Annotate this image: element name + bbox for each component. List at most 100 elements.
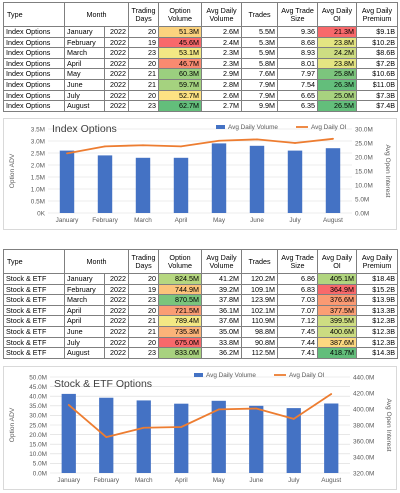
row-type-cell: Stock & ETF [3,325,65,338]
row-year-cell: 2022 [103,47,130,59]
row-oi-cell: 25.0M [317,89,358,102]
row-year-cell: 2022 [103,89,130,102]
line-series [68,393,332,438]
x-tick-label: January [56,217,80,224]
row-year-cell: 2022 [103,325,130,338]
row-adv-cell: 2.6M [201,26,243,38]
x-tick-label: April [175,217,188,224]
row-oi-cell: 26.3M [317,78,358,91]
header-avg-trade-size: Avg Trade Size [277,2,319,27]
table-row: Stock & ETF April 2022 21 789.4M 37.6M 110.9M 7… [3,315,399,327]
row-adv-cell: 36.2M [201,347,243,359]
row-premium-cell: $15.2B [356,283,399,296]
y2-tick-label: 440.0M [353,374,374,381]
row-type-cell: Stock & ETF [3,294,65,306]
row-trades-cell: 9.9M [241,100,279,112]
y-axis-label: Option ADV [9,153,16,188]
row-adv-cell: 2.8M [201,78,243,91]
row-trades-cell: 5.3M [241,36,279,49]
legend-swatch-bar [194,373,203,377]
row-trade-size-cell: 7.45 [277,325,319,338]
row-volume-cell: 53.1M [158,47,203,59]
legend-label: Avg Daily OI [311,124,347,131]
row-premium-cell: $7.4B [356,100,399,112]
row-days-cell: 21 [128,68,160,80]
y2-tick-label: 340.0M [353,454,374,461]
row-trades-cell: 110.9M [241,315,279,327]
legend-label: Avg Daily OI [289,372,325,379]
row-volume-cell: 870.5M [158,294,203,306]
y2-tick-label: 360.0M [353,438,374,445]
y2-tick-label: 380.0M [353,422,374,429]
row-adv-cell: 2.3M [201,57,243,70]
row-oi-cell: 25.8M [317,68,358,80]
row-oi-cell: 23.8M [317,57,358,70]
header-trades: Trades [241,249,279,274]
row-year-cell: 2022 [103,304,130,317]
row-adv-cell: 33.8M [201,336,243,349]
legend-label: Avg Daily Volume [228,124,278,131]
row-trades-cell: 112.5M [241,347,279,359]
row-premium-cell: $8.6B [356,47,399,59]
row-days-cell: 19 [128,36,160,49]
row-premium-cell: $7.3B [356,89,399,102]
x-tick-label: February [92,217,118,224]
row-trade-size-cell: 6.35 [277,100,319,112]
row-oi-cell: 400.6M [317,325,358,338]
row-trades-cell: 123.9M [241,294,279,306]
row-year-cell: 2022 [103,347,130,359]
x-tick-label: August [321,477,341,484]
row-adv-cell: 37.8M [201,294,243,306]
index-options-table: Type Month Trading Days Option Volume Av… [3,2,399,112]
row-volume-cell: 59.7M [158,78,203,91]
row-type-cell: Index Options [3,100,65,112]
bar [249,145,265,213]
header-month: Month [63,2,130,27]
y-tick-label: 20.0M [29,432,47,439]
row-adv-cell: 2.9M [201,68,243,80]
row-month-cell: February [64,36,105,49]
row-month-cell: July [64,336,105,349]
row-month-cell: June [64,78,105,91]
table-row: Index Options February 2022 19 45.6M 2.4M 5.3M… [3,36,399,49]
table-row: Index Options January 2022 20 51.3M 2.6M 5.5M 9… [3,26,399,38]
line-point [256,138,258,141]
header-trading-days: Trading Days [128,249,160,274]
bar [136,400,151,473]
row-oi-cell: 376.6M [317,294,358,306]
line-point [255,407,258,410]
row-adv-cell: 36.1M [201,304,243,317]
header-avg-daily-premium: Avg Daily Premium [356,249,399,274]
y-tick-label: 1.0M [31,186,45,193]
row-trade-size-cell: 8.01 [277,57,319,70]
row-premium-cell: $9.1B [356,26,399,38]
row-type-cell: Stock & ETF [3,283,65,296]
row-trade-size-cell: 7.97 [277,68,319,80]
x-tick-label: June [250,217,264,224]
bar [173,157,189,213]
table-row: Stock & ETF July 2022 20 675.0M 33.8M 90.8M 7.4… [3,336,399,349]
row-trade-size-cell: 7.41 [277,347,319,359]
row-trades-cell: 109.1M [241,283,279,296]
row-premium-cell: $14.3B [356,347,399,359]
row-premium-cell: $7.2B [356,57,399,70]
row-year-cell: 2022 [103,57,130,70]
row-month-cell: January [64,26,105,38]
row-volume-cell: 824.5M [158,273,203,285]
y2-tick-label: 420.0M [353,390,374,397]
row-trades-cell: 102.1M [241,304,279,317]
row-month-cell: August [64,100,105,112]
y-tick-label: 2.5M [31,150,45,157]
row-premium-cell: $18.4B [356,273,399,285]
row-type-cell: Stock & ETF [3,273,65,285]
header-option-volume: Option Volume [158,249,203,274]
header-avg-daily-oi: Avg Daily OI [317,2,358,27]
row-adv-cell: 41.2M [201,273,243,285]
x-tick-label: May [213,477,226,484]
row-oi-cell: 21.3M [317,26,358,38]
row-volume-cell: 675.0M [158,336,203,349]
row-adv-cell: 35.0M [201,325,243,338]
stock-etf-options-table: Type Month Trading Days Option Volume Av… [3,249,399,359]
row-premium-cell: $10.6B [356,68,399,80]
row-month-cell: March [64,294,105,306]
